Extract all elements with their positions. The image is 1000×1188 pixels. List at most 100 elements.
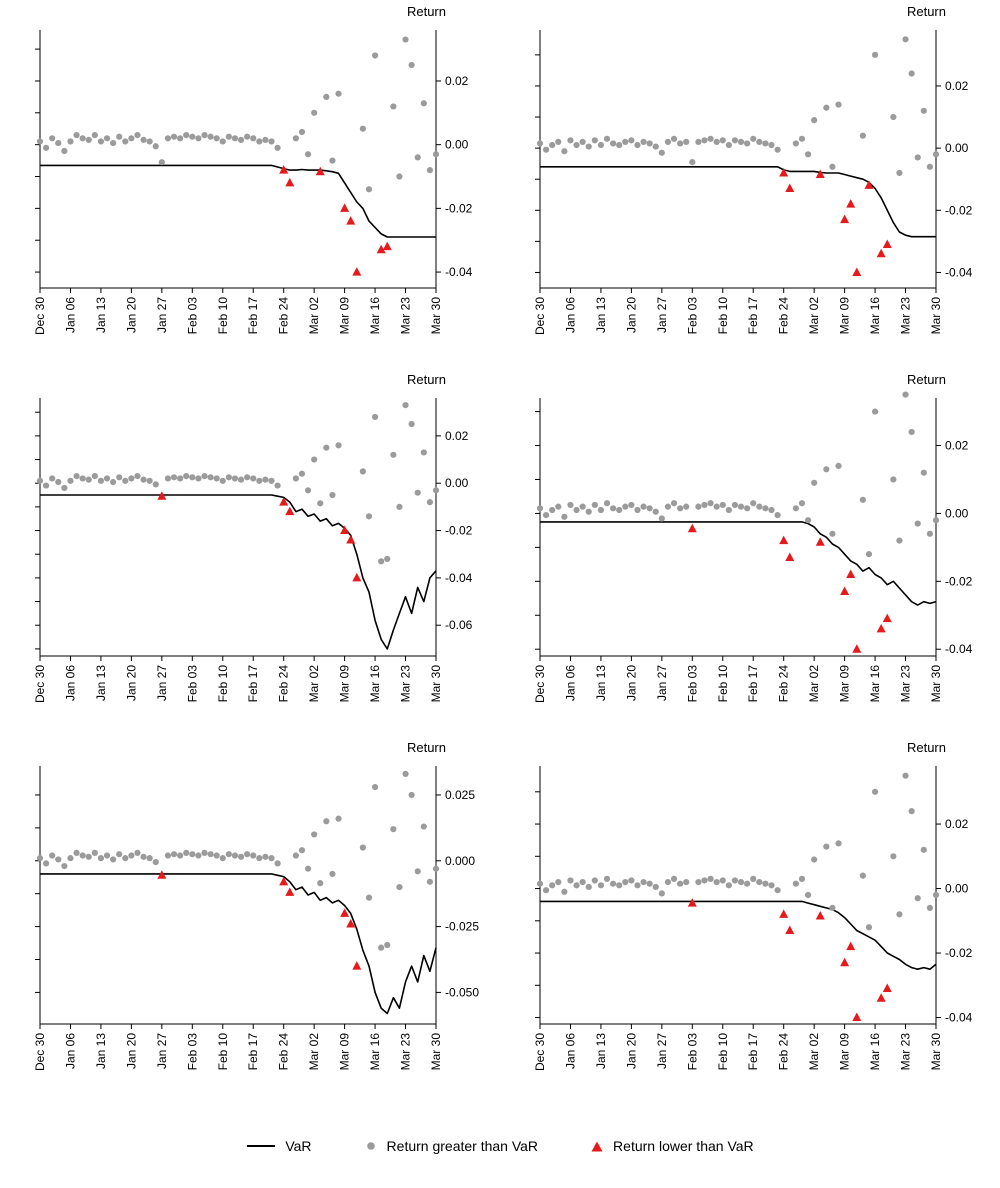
- x-tick-label: Jan 27: [155, 665, 169, 701]
- return-point-triangle: [340, 203, 350, 212]
- return-point-dot: [573, 141, 580, 149]
- return-point-dot: [670, 875, 678, 882]
- return-point-dot: [610, 505, 617, 512]
- x-tick-label: Jan 06: [63, 297, 77, 333]
- return-point-dot: [116, 851, 123, 858]
- x-tick-label: Mar 30: [429, 1033, 443, 1071]
- x-tick-label: Feb 17: [246, 665, 260, 703]
- return-point-dot: [402, 36, 409, 43]
- return-point-dot: [804, 151, 812, 158]
- return-point-dot: [396, 173, 403, 180]
- return-point-dot: [664, 138, 672, 146]
- return-point-dot: [640, 503, 647, 510]
- return-point-dot: [183, 849, 190, 856]
- return-point-dot: [792, 505, 799, 512]
- x-tick-label: Feb 17: [746, 297, 760, 335]
- var-line: [40, 873, 437, 1015]
- return-point-dot: [603, 135, 611, 142]
- return-point-dot: [304, 487, 312, 494]
- return-point-dot: [865, 924, 873, 931]
- return-point-dot: [244, 851, 251, 858]
- return-point-dot: [549, 141, 556, 149]
- return-point-dot: [859, 496, 866, 503]
- return-point-dot: [128, 475, 135, 482]
- x-tick-label: Jan 20: [124, 665, 138, 701]
- x-tick-label: Mar 23: [399, 1033, 413, 1071]
- return-point-dot: [189, 133, 196, 140]
- chart-panel-mid-left: Return 0.02 0.00 -0.02 -0.04 -0.06 Dec 30 Jan 0…: [0, 368, 500, 736]
- return-point-dot: [683, 879, 690, 886]
- return-point-dot: [250, 852, 257, 859]
- y-tick-label: 0.02: [945, 439, 969, 453]
- return-point-triangle: [785, 925, 795, 934]
- return-point-dot: [579, 503, 586, 510]
- return-point-dot: [811, 856, 818, 863]
- return-point-dot: [213, 135, 220, 142]
- return-point-dot: [219, 855, 226, 862]
- x-tick-label: Mar 09: [338, 1033, 352, 1071]
- return-point-dot: [274, 144, 281, 151]
- return-point-dot: [902, 772, 909, 779]
- return-point-dot: [920, 107, 927, 114]
- return-point-dot: [652, 883, 659, 891]
- return-point-triangle: [346, 216, 356, 225]
- return-point-dot: [189, 851, 196, 858]
- return-point-dot: [707, 500, 714, 507]
- return-point-dot: [146, 855, 153, 862]
- return-point-triangle: [785, 552, 795, 562]
- x-tick-label: Dec 30: [533, 297, 547, 335]
- return-point-dot: [298, 847, 306, 854]
- return-point-dot: [731, 877, 739, 884]
- return-point-dot: [542, 512, 550, 519]
- return-point-dot: [164, 475, 172, 482]
- return-point-dot: [871, 51, 879, 58]
- return-point-dot: [610, 140, 617, 147]
- return-point-dot: [97, 477, 105, 484]
- return-point-dot: [932, 151, 940, 158]
- return-point-dot: [371, 52, 379, 59]
- return-point-dot: [140, 853, 147, 860]
- return-point-dot: [798, 135, 806, 142]
- return-point-dot: [103, 135, 111, 142]
- x-tick-label: Jan 20: [624, 297, 638, 333]
- return-point-dot: [177, 852, 184, 859]
- return-point-dot: [701, 137, 708, 144]
- return-point-dot: [567, 501, 574, 509]
- return-point-triangle: [779, 909, 789, 918]
- return-point-dot: [323, 444, 330, 451]
- x-tick-label: Mar 23: [899, 297, 913, 335]
- return-point-dot: [213, 852, 220, 859]
- return-point-dot: [97, 138, 105, 145]
- return-point-dot: [719, 501, 726, 509]
- return-point-dot: [591, 501, 598, 509]
- y-tick-label: 0.00: [445, 476, 469, 490]
- return-point-dot: [244, 474, 251, 481]
- return-point-dot: [207, 851, 214, 858]
- legend-lower-label: Return lower than VaR: [613, 1138, 754, 1154]
- return-point-dot: [402, 402, 409, 409]
- return-point-dot: [298, 470, 306, 477]
- x-tick-label: Jan 06: [63, 1033, 77, 1069]
- y-tick-label: 0.00: [445, 138, 469, 152]
- return-point-dot: [359, 125, 366, 132]
- return-point-dot: [658, 515, 665, 522]
- return-point-dot: [591, 877, 598, 884]
- x-tick-label: Mar 02: [307, 665, 321, 703]
- y-tick-label: -0.02: [945, 574, 973, 588]
- return-point-dot: [823, 104, 830, 111]
- var-line: [540, 166, 936, 238]
- return-point-dot: [268, 477, 275, 484]
- return-point-dot: [701, 877, 708, 884]
- return-point-dot: [664, 879, 672, 886]
- return-point-dot: [695, 138, 702, 146]
- y-tick-label: -0.02: [445, 524, 473, 538]
- return-point-dot: [774, 512, 781, 519]
- return-point-dot: [628, 501, 635, 509]
- return-point-triangle: [852, 644, 862, 653]
- x-tick-label: Mar 16: [368, 1033, 382, 1071]
- return-point-dot: [591, 137, 598, 144]
- x-tick-label: Feb 24: [777, 1033, 791, 1071]
- panel-bottom-right-svg: Return 0.02 0.00 -0.02 -0.04 Dec 30 Jan 06 Jan …: [533, 740, 973, 1071]
- return-point-dot: [170, 474, 178, 481]
- return-point-dot: [597, 506, 605, 514]
